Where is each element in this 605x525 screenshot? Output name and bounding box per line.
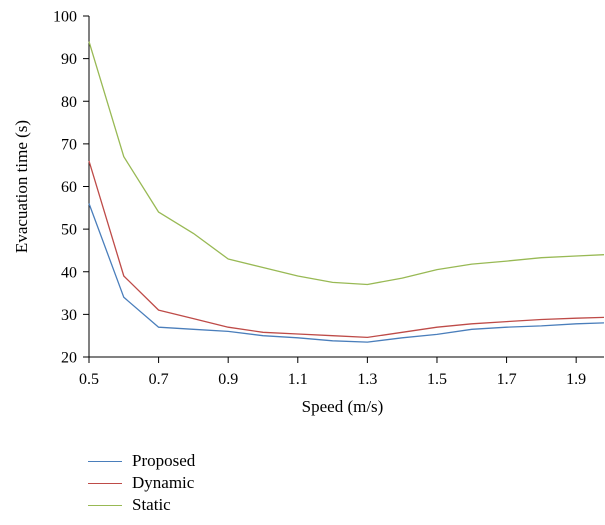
- series-line-proposed: [88, 203, 605, 343]
- legend-swatch-proposed: [88, 460, 122, 462]
- y-tick-label: 60: [61, 179, 77, 196]
- y-tick-label: 40: [61, 264, 77, 281]
- series-line-static: [88, 41, 605, 286]
- series-line-dynamic: [88, 160, 605, 339]
- legend-label-proposed: Proposed: [132, 451, 196, 470]
- y-axis-label: Evacuation time (s): [12, 120, 31, 253]
- legend: Proposed Dynamic Static: [88, 450, 195, 516]
- y-tick-label: 70: [61, 136, 77, 153]
- x-tick-label: 1.9: [566, 371, 586, 388]
- x-axis-label: Speed (m/s): [302, 397, 384, 416]
- legend-item-dynamic: Dynamic: [88, 472, 195, 494]
- y-tick-label: 30: [61, 307, 77, 324]
- legend-item-static: Static: [88, 494, 195, 516]
- x-tick-label: 0.7: [149, 371, 169, 388]
- x-tick-label: 0.9: [218, 371, 238, 388]
- line-chart: 20 30 40 50 60 70 80 90 100 0.5 0.7 0.9 1.1 1.3 1.5 1.…: [12, 9, 605, 416]
- y-tick-label: 20: [61, 350, 77, 367]
- y-axis-ticks: 20 30 40 50 60 70 80 90 100: [53, 9, 89, 367]
- series-lines: [88, 41, 605, 343]
- x-axis-ticks: 0.5 0.7 0.9 1.1 1.3 1.5 1.7 1.9: [79, 357, 586, 388]
- x-tick-label: 1.3: [357, 371, 377, 388]
- x-tick-label: 1.1: [288, 371, 308, 388]
- x-tick-label: 0.5: [79, 371, 99, 388]
- legend-label-static: Static: [132, 495, 171, 514]
- y-tick-label: 80: [61, 94, 77, 111]
- x-tick-label: 1.5: [427, 371, 447, 388]
- legend-swatch-static: [88, 504, 122, 506]
- y-tick-label: 90: [61, 51, 77, 68]
- legend-swatch-dynamic: [88, 482, 122, 484]
- y-tick-label: 50: [61, 222, 77, 239]
- y-tick-label: 100: [53, 9, 77, 26]
- x-tick-label: 1.7: [497, 371, 517, 388]
- legend-item-proposed: Proposed: [88, 450, 195, 472]
- legend-label-dynamic: Dynamic: [132, 473, 195, 492]
